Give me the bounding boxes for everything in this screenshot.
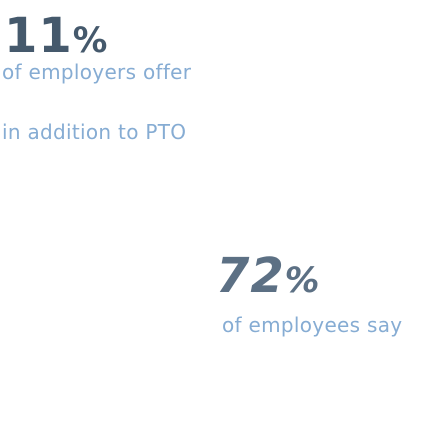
stat-number: 11 [4,8,73,64]
stat-caption: of employees say [222,313,403,337]
stat-unit: % [284,261,321,301]
stat-caption: in addition to PTO [2,120,187,144]
stat-figure: 11% [4,12,108,60]
stat-caption: of employers offer [2,60,192,84]
stat-figure: 72% [216,252,320,300]
stat-unit: % [72,21,109,61]
stat-number: 72 [216,248,285,304]
